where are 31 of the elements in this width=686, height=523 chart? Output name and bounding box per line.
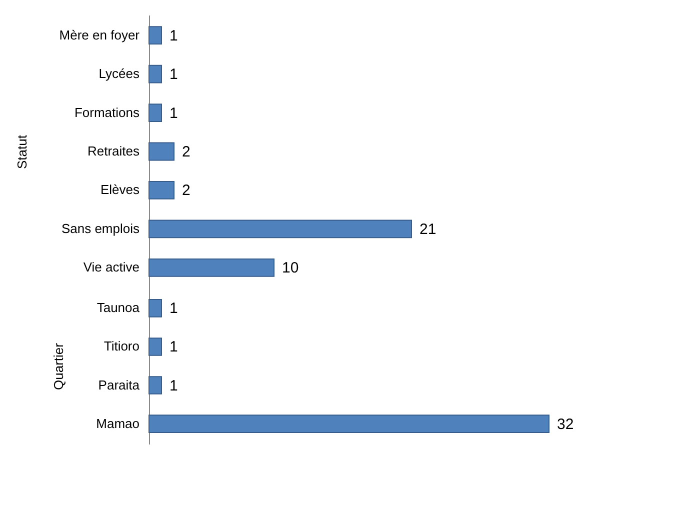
bar <box>148 220 412 238</box>
bar <box>148 142 174 161</box>
data-label: 1 <box>170 27 178 44</box>
bar <box>148 64 162 84</box>
y-tick-label: Taunoa <box>96 300 140 316</box>
bar <box>148 258 274 277</box>
y-tick-label: Sans emplois <box>61 220 140 236</box>
data-label: 21 <box>420 220 436 238</box>
data-label: 1 <box>170 338 178 356</box>
y-tick-label: Mamao <box>96 416 140 431</box>
data-label: 2 <box>182 144 190 160</box>
y-tick-label: Formations <box>74 104 140 120</box>
data-label: 1 <box>170 300 178 318</box>
y-tick-label: Paraita <box>98 377 140 392</box>
y-tick-label: Titioro <box>104 338 140 354</box>
y-tick-label: Mère en foyer <box>59 27 140 42</box>
data-label: 1 <box>170 377 178 394</box>
data-label: 32 <box>557 416 574 433</box>
data-label: 1 <box>170 104 178 122</box>
y-axis-title: Statut <box>14 134 30 169</box>
bar <box>148 26 162 45</box>
bar <box>148 181 174 200</box>
data-label: 1 <box>170 66 178 84</box>
y-tick-label: Lycées <box>98 66 140 82</box>
data-label: 10 <box>282 260 299 277</box>
y-axis-title: Quartier <box>51 342 66 390</box>
bar <box>148 104 162 122</box>
data-label: 2 <box>182 182 190 200</box>
y-tick-label: Vie active <box>83 260 140 275</box>
y-tick-label: Elèves <box>100 182 140 198</box>
y-tick-label: Retraites <box>87 144 140 158</box>
